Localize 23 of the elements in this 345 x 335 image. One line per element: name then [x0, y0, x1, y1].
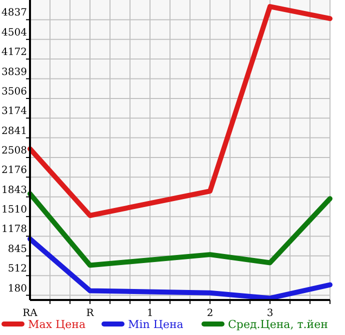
y-tick-label: 2176: [2, 165, 27, 176]
y-tick-label: 4504: [2, 27, 27, 38]
y-tick-label: 4837: [2, 8, 27, 19]
y-tick-label: 180: [8, 283, 27, 294]
y-tick-label: 3506: [2, 86, 27, 98]
y-tick-label: 1843: [2, 184, 27, 196]
x-tick-label: 1: [146, 308, 154, 319]
y-tick-label: 845: [8, 244, 27, 255]
y-tick-label: 1178: [2, 224, 27, 236]
y-tick-label: 2508: [2, 146, 27, 157]
y-tick-label: 3174: [2, 106, 27, 118]
legend-label: Min Цена: [128, 318, 184, 331]
x-tick-label: RA: [22, 308, 38, 319]
y-tick-label: 3839: [2, 66, 27, 78]
x-tick-label: R: [86, 308, 94, 319]
x-tick-label: 2: [206, 308, 214, 319]
legend-label: Max Цена: [28, 318, 86, 331]
y-tick-label: 1510: [2, 204, 27, 216]
y-tick-label: 4172: [2, 47, 27, 58]
y-tick-label: 512: [8, 264, 27, 275]
x-tick-label: 3: [266, 308, 274, 319]
legend-label: Сред.Цена, т.йен: [228, 318, 328, 331]
y-tick-label: 2841: [2, 126, 27, 137]
